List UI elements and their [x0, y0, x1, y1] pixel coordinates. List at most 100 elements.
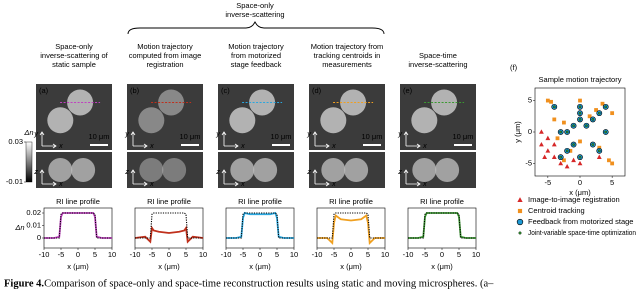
axis-name: z: [33, 167, 38, 176]
x-tick-label: -10: [130, 250, 141, 259]
axis-name: x: [240, 141, 245, 150]
column-title: registration: [146, 60, 183, 69]
brace: [127, 20, 385, 35]
column-title: stage feedback: [231, 60, 282, 69]
axis-name: y: [215, 129, 221, 138]
x-tick-label: -5: [149, 250, 156, 259]
marker: [572, 143, 575, 146]
chart-title: RI line profile: [238, 197, 282, 206]
axis-arrow: [130, 169, 148, 187]
marker: [607, 158, 611, 163]
microsphere: [47, 107, 74, 134]
column-title: computed from image: [129, 51, 202, 60]
y-axis-label: Δn: [14, 223, 24, 232]
microsphere-xz: [48, 158, 73, 182]
axis-name: z: [306, 167, 311, 176]
x-tick-label: -5: [240, 250, 247, 259]
column-title: Space-only: [55, 42, 93, 51]
scale-bar-label: 10 μm: [453, 132, 474, 141]
axis-name: x: [422, 179, 427, 188]
marker: [591, 118, 595, 121]
plot-frame: [134, 207, 204, 249]
axis-name: z: [215, 167, 220, 176]
axis-name: x: [331, 179, 336, 188]
colorbar-label: Δn: [23, 128, 33, 137]
chart-title: RI line profile: [329, 197, 373, 206]
axis-arrow: [312, 131, 330, 149]
axis-name: y: [33, 129, 39, 138]
marker: [610, 111, 615, 116]
column-title: inverse-scattering of: [40, 51, 108, 60]
scale-bar-label: 10 μm: [89, 132, 110, 141]
marker: [545, 98, 550, 103]
scale-bar-label: 10 μm: [271, 132, 292, 141]
marker: [572, 124, 575, 128]
x-tick-label: -10: [403, 250, 414, 259]
x-tick-label: 0: [167, 250, 171, 259]
marker: [610, 161, 615, 166]
marker: [542, 154, 548, 159]
plot-frame: [43, 207, 113, 249]
marker: [578, 155, 582, 159]
marker: [600, 101, 605, 106]
marker: [578, 118, 582, 121]
microsphere-xz: [162, 158, 187, 182]
marker: [604, 130, 608, 134]
marker: [578, 139, 582, 144]
panel-label: (f): [510, 63, 518, 72]
group-title: inverse-scattering: [225, 10, 284, 19]
y-tick-label: 5: [528, 96, 532, 105]
x-axis-label: x (μm): [249, 262, 271, 271]
panel-label: (e): [403, 86, 413, 95]
axis-name: z: [397, 167, 402, 176]
y-tick-label: 0: [528, 127, 532, 136]
profile-curve: [317, 213, 385, 245]
chart-title: RI line profile: [147, 197, 191, 206]
marker: [597, 111, 601, 115]
x-tick-label: 5: [275, 250, 279, 259]
marker: [578, 111, 582, 115]
axis-name: y: [124, 129, 130, 138]
plot-frame: [316, 207, 386, 249]
column-title: static sample: [52, 60, 96, 69]
marker: [559, 130, 563, 134]
axis-name: x: [422, 141, 427, 150]
x-tick-label: -10: [221, 250, 232, 259]
axis-name: x: [58, 179, 63, 188]
marker: [539, 141, 544, 147]
marker: [552, 117, 557, 122]
column-title: tracking centroids in: [314, 51, 381, 60]
axis-arrow: [221, 131, 239, 149]
marker: [551, 141, 557, 147]
x-tick-label: 5: [93, 250, 97, 259]
legend-label: Feedback from motorized stage: [528, 217, 633, 226]
marker: [539, 129, 544, 134]
marker: [555, 136, 560, 141]
colorbar-tick-label: 0.03: [8, 137, 23, 146]
legend-marker: [518, 231, 522, 235]
microsphere: [158, 89, 185, 116]
x-tick-label: 0: [258, 250, 262, 259]
x-axis-label: x (μm): [569, 188, 591, 197]
marker: [549, 99, 553, 104]
x-tick-label: 10: [472, 250, 480, 259]
column-title: Space-time: [419, 51, 457, 60]
plot-frame: [407, 207, 477, 249]
x-tick-label: 10: [381, 250, 389, 259]
microsphere-xz: [412, 158, 437, 182]
axis-name: x: [149, 179, 154, 188]
microsphere-xz: [230, 158, 255, 182]
caption-label: Figure 4.: [4, 278, 44, 289]
microsphere: [229, 107, 256, 134]
x-tick-label: 10: [108, 250, 116, 259]
x-tick-label: -10: [312, 250, 323, 259]
marker: [562, 120, 566, 125]
y-tick-label: 0.01: [26, 220, 41, 229]
panel-label: (b): [130, 86, 140, 95]
x-axis-label: x (μm): [340, 262, 362, 271]
marker: [565, 149, 569, 153]
marker: [552, 105, 556, 109]
microsphere: [67, 89, 94, 116]
marker: [562, 158, 566, 163]
